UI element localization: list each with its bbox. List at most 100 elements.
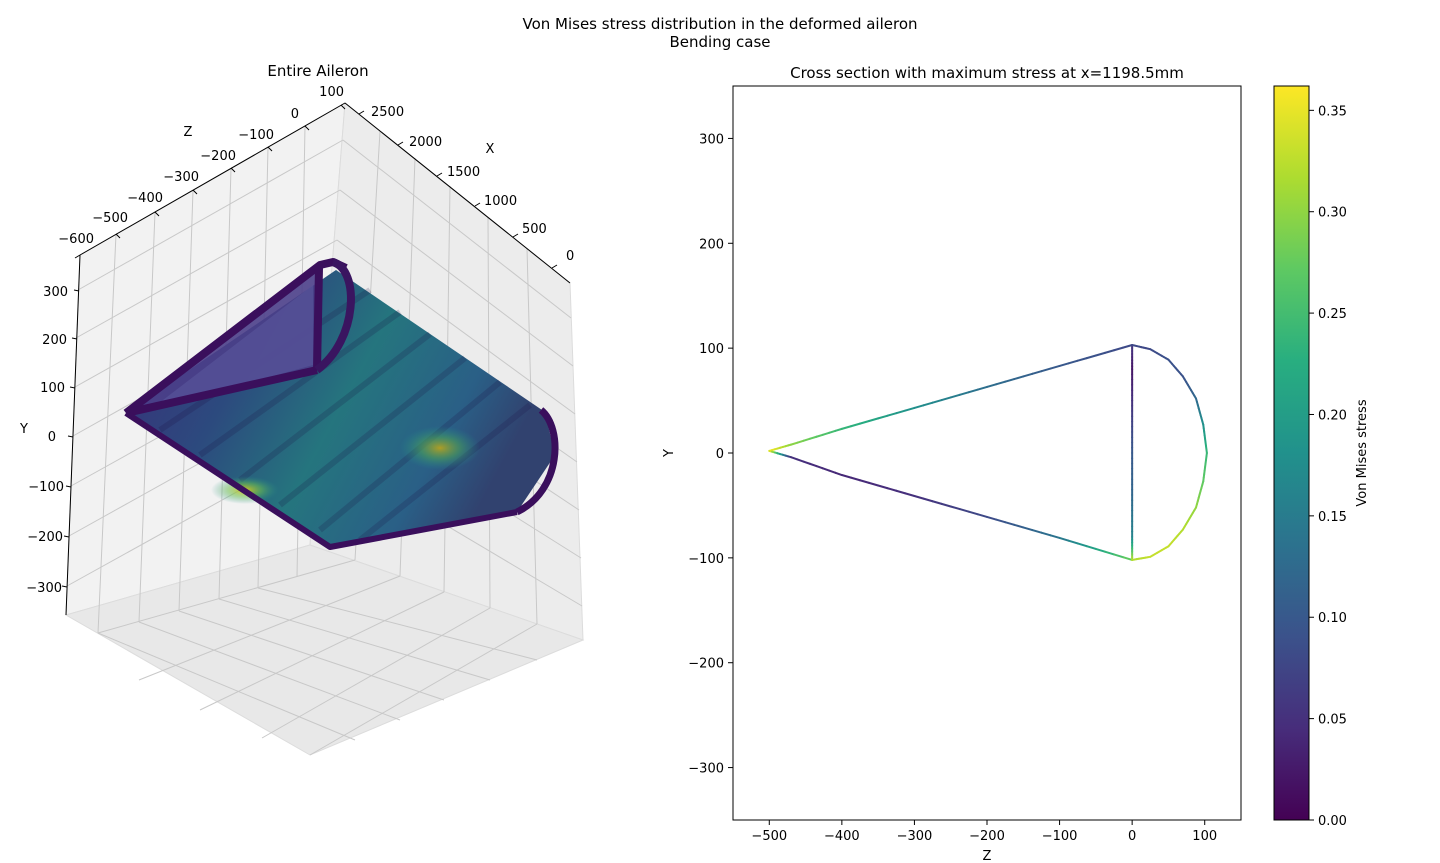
stress-segment — [859, 420, 871, 425]
colorbar-tick-label: 0.35 — [1318, 104, 1347, 119]
stress-segment — [895, 409, 907, 415]
stress-segment — [995, 380, 1007, 386]
stress-segment — [849, 422, 861, 428]
colorbar: 0.00 0.05 0.10 0.15 0.20 0.25 0.30 0.35 Von Mis… — [1273, 85, 1370, 829]
stress-segment — [976, 513, 988, 518]
z-axis-tick-marks — [115, 104, 346, 239]
stress-segment — [834, 427, 843, 432]
stress-segment — [1004, 521, 1016, 526]
stress-segment — [995, 518, 1007, 524]
stress-segment — [967, 388, 979, 394]
y-axis-ticks: 300 200 100 0 −100 −200 −300 — [26, 285, 68, 596]
stress-segment — [913, 404, 925, 409]
stress-segment — [868, 481, 880, 487]
z-tick-label: −300 — [163, 170, 199, 185]
stress-segment — [1013, 523, 1025, 529]
stress-segment — [1058, 362, 1070, 367]
colorbar-tick-label: 0.10 — [1318, 611, 1347, 626]
stress-segment — [1049, 534, 1061, 539]
stress-segment — [1085, 545, 1097, 550]
y-tick-label: 0 — [716, 447, 724, 462]
section-lower-skin — [768, 449, 1134, 561]
aileron-tip-edge — [515, 407, 559, 516]
stress-segment — [940, 396, 952, 402]
stress-segment — [931, 500, 943, 505]
axes-3d-edges — [65, 102, 571, 616]
stress-segment — [1103, 349, 1115, 354]
stress-segment — [809, 462, 818, 468]
stress-segment — [877, 414, 889, 420]
stress-segment — [922, 401, 934, 407]
stress-segment — [940, 502, 952, 508]
colorbar-gradient — [1273, 85, 1310, 821]
aileron-spar — [313, 267, 323, 371]
x-tick-label: 1500 — [447, 165, 480, 180]
colorbar-ticks: 0.00 0.05 0.10 0.15 0.20 0.25 0.30 0.35 — [1309, 104, 1347, 829]
stress-segment — [1067, 539, 1079, 545]
stress-segment — [1040, 531, 1052, 537]
stress-segment — [828, 429, 837, 434]
aileron-edge — [124, 410, 518, 550]
x-tick-label: 2000 — [409, 135, 442, 150]
z-tick-label: −600 — [58, 232, 94, 247]
x-tick-label: −300 — [897, 829, 933, 844]
stress-segment — [1076, 357, 1088, 362]
stress-segment — [904, 492, 916, 497]
x-tick-label: −500 — [751, 829, 787, 844]
stress-segment — [1040, 367, 1052, 373]
stress-segment — [886, 412, 898, 417]
stress-segment — [1022, 372, 1034, 378]
colorbar-tick-label: 0.20 — [1318, 408, 1347, 423]
stress-segment — [913, 494, 925, 500]
stress-segment — [790, 456, 799, 461]
cross-section-xlabel: Z — [983, 849, 992, 863]
stress-segment — [1013, 375, 1025, 381]
stress-segment — [886, 487, 898, 492]
stress-segment — [859, 479, 871, 484]
z-tick-label: −500 — [92, 211, 128, 226]
stress-segment — [1058, 536, 1070, 542]
x-tick-label: 2500 — [371, 105, 404, 120]
stress-segment — [986, 383, 998, 388]
cross-section-plot: Cross section with maximum stress at x=1… — [662, 64, 1242, 863]
stress-segment — [796, 439, 805, 444]
x-tick-label: −400 — [824, 829, 860, 844]
stress-segment — [922, 497, 934, 503]
stress-segment — [1122, 556, 1134, 561]
x-tick-label: 1000 — [484, 194, 517, 209]
stress-segment — [815, 433, 824, 438]
stress-segment — [828, 469, 837, 474]
stress-segment — [802, 437, 812, 442]
y-tick-label: 100 — [40, 381, 65, 396]
stress-segment — [976, 385, 988, 391]
y-tick-label: −200 — [688, 657, 724, 672]
stress-hotspot — [400, 426, 480, 470]
stress-segment — [1004, 378, 1016, 383]
aileron-nose — [314, 258, 355, 374]
colorbar-tick-label: 0.25 — [1318, 307, 1347, 322]
y-axis-label: Y — [19, 422, 28, 437]
stress-segment — [1113, 346, 1125, 352]
stress-segment — [949, 393, 961, 399]
z-tick-label: −400 — [127, 191, 163, 206]
stress-segment — [1103, 550, 1115, 556]
stress-segment — [849, 476, 861, 482]
cross-section-ticks: −500 −400 −300 −200 −100 0 100 −300 −200 −100 0 100… — [688, 132, 1217, 844]
y-tick-label: 300 — [699, 132, 724, 147]
aileron-edge — [125, 366, 318, 417]
z-tick-label: −100 — [238, 128, 274, 143]
x-axis-tick-marks — [358, 110, 558, 269]
stress-segment — [1085, 354, 1097, 360]
aileron-3d-title: Entire Aileron — [267, 62, 368, 80]
cross-section-lines — [768, 343, 1208, 561]
x-tick-label: 100 — [1192, 829, 1217, 844]
colorbar-tick-label: 0.30 — [1318, 206, 1347, 221]
stress-segment — [1122, 343, 1134, 349]
stress-segment — [802, 460, 812, 465]
y-tick-label: 200 — [42, 333, 67, 348]
y-tick-label: −300 — [688, 762, 724, 777]
stress-segment — [958, 508, 970, 513]
cross-section-axes — [732, 85, 1242, 821]
x-tick-label: −200 — [969, 829, 1005, 844]
z-axis-ticks: −600 −500 −400 −300 −200 −100 0 100 — [58, 85, 344, 259]
